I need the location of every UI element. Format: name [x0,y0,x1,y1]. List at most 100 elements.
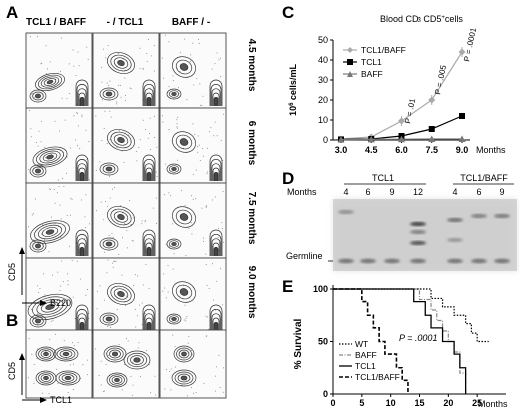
contour-plot-tcl1-baff-7-5 [25,182,93,259]
e-ytick-label-0: 0 [323,389,328,399]
contour-plot-tcl1-baff-4-5 [25,32,93,109]
c-legend-label-tcl1: TCL1 [361,57,382,67]
c-xtick-label-1: 4.5 [365,145,378,155]
contour-plot-baff-4-5 [159,32,227,109]
panel-b-axis-indicator: CD5 TCL1 [7,353,72,405]
contour-plot-tcl1-6 [92,107,160,184]
rearranged-band-2 [410,230,426,234]
contour-plot-tcl1-baff-9-0 [25,257,93,334]
panel-a-col-label-3: BAFF / - [172,17,210,28]
legend-label-wt: WT [355,339,368,349]
c-point-tcl1-3 [428,126,435,132]
c-xtick-label-4: 9.0 [456,145,469,155]
c-legend-label-baff: BAFF [361,69,383,79]
panel-b-letter: B [6,311,18,330]
germline-band-3 [410,258,426,264]
blood-cell-line-chart: 0 10 20 30 40 50 3.0 4.5 6.0 7.5 9.0 TCL1/BAFF TCL1 B… [318,35,470,155]
c-point-tcl1-4 [459,113,465,119]
panel-b-x-axis-label: TCL1 [50,395,72,405]
gel-haze [333,199,517,271]
c-ytick-label-0: 0 [323,135,328,145]
panel-d-group-tcl1: TCL1 [372,173,394,183]
germline-band-0 [338,258,354,264]
panel-e-x-axis-label: Months [478,399,508,409]
panel-d-months-label: Months [287,187,317,197]
row-label-9-0-months: 9.0 months [246,266,257,319]
rearranged-band-1 [410,241,426,245]
tcl1-contour-plot-tcl1-baff [25,329,93,399]
panel-a-letter: A [6,3,18,22]
title-part-6: cells [445,14,464,24]
panel-c-letter: C [282,3,294,22]
e-xtick-label-15: 15 [414,398,424,408]
c-point-baff-1 [367,135,375,143]
contour-plot-tcl1-9-0 [92,257,160,334]
germline-label: Germline [286,251,323,261]
tcl1-contour-plot-baff [159,329,227,399]
ylabel-exp: 6 [289,102,295,106]
panel-a-x-axis-label: B220 [50,298,71,308]
panel-a-col-label-2: - / TCL1 [107,17,144,28]
rearranged-band-3 [447,218,463,222]
c-ytick-label-10: 10 [318,115,328,125]
e-xtick-label-25: 25 [472,398,482,408]
c-point-tcl1-baff-4 [458,48,466,56]
panel-a-y-axis-label: CD5 [7,263,17,281]
lane-label-3: 12 [413,187,423,197]
rearranged-band-4 [471,214,487,218]
c-ytick-label-40: 40 [318,55,328,65]
c-legend-marker-tcl1-baff [347,47,353,53]
panel-c-title: Blood CD-3 CD5+cells [380,14,463,24]
c-point-baff-0 [337,136,345,143]
survival-curve-wt [333,288,489,343]
gel-lane-labels: 4 6 9 12 4 6 9 [343,187,504,197]
panel-a-row-labels: 4.5 months 6 months 7.5 months 9.0 month… [246,39,257,319]
rearranged-band-7 [338,210,354,214]
c-point-baff-3 [428,135,436,142]
contour-plot-tcl1-7-5 [92,182,160,259]
c-point-baff-2 [398,135,405,143]
e-xtick-label-10: 10 [386,398,396,408]
panel-e-letter: E [282,277,293,296]
survival-chart: 0 50 100 0 5 10 15 20 25 [313,284,506,408]
title-part-2: - [419,15,421,21]
c-xtick-label-3: 7.5 [425,145,438,155]
panel-e-p-value: P = .0001 [399,333,437,343]
panel-d-letter: D [282,169,294,188]
title-part-1: Blood CD [380,14,419,24]
c-legend-marker-tcl1 [347,59,353,65]
e-xtick-label-20: 20 [443,398,453,408]
e-ytick-label-50: 50 [318,337,328,347]
rearranged-band-5 [494,214,510,218]
title-part-5: + [441,15,445,21]
c-legend-label-tcl1-baff: TCL1/BAFF [361,45,406,55]
tcl1-contour-plot-tcl1 [92,329,160,399]
germline-band-1 [360,258,376,264]
c-point-tcl1-baff-3 [428,96,436,104]
e-xtick-label-5: 5 [359,398,364,408]
germline-band-6 [494,258,510,264]
legend-label-tcl1: TCL1 [355,361,376,371]
contour-plot-baff-7-5 [159,182,227,259]
panel-a-contour-grid [25,32,227,334]
panel-a-col-label-1: TCL1 / BAFF [26,17,86,28]
panel-d-group-tcl1-baff: TCL1/BAFF [460,173,508,183]
p-value-9: P = .0001 [462,26,478,62]
survival-curve-tcl1-baff [333,288,409,394]
lane-label-5: 6 [476,187,481,197]
lane-label-6: 9 [499,187,504,197]
c-ytick-label-30: 30 [318,75,328,85]
row-label-4-5-months: 4.5 months [246,39,257,92]
contour-plot-tcl1-baff-6 [25,107,93,184]
panel-e-y-axis-label: % Survival [293,318,304,369]
ylabel-rest: cells/mL [288,64,298,103]
c-legend-marker-baff [347,71,353,77]
germline-band-5 [471,258,487,264]
germline-band-4 [447,258,463,264]
c-ytick-label-20: 20 [318,95,328,105]
germline-band-2 [384,258,400,264]
lane-label-2: 9 [389,187,394,197]
panel-b-y-axis-label: CD5 [7,362,17,380]
